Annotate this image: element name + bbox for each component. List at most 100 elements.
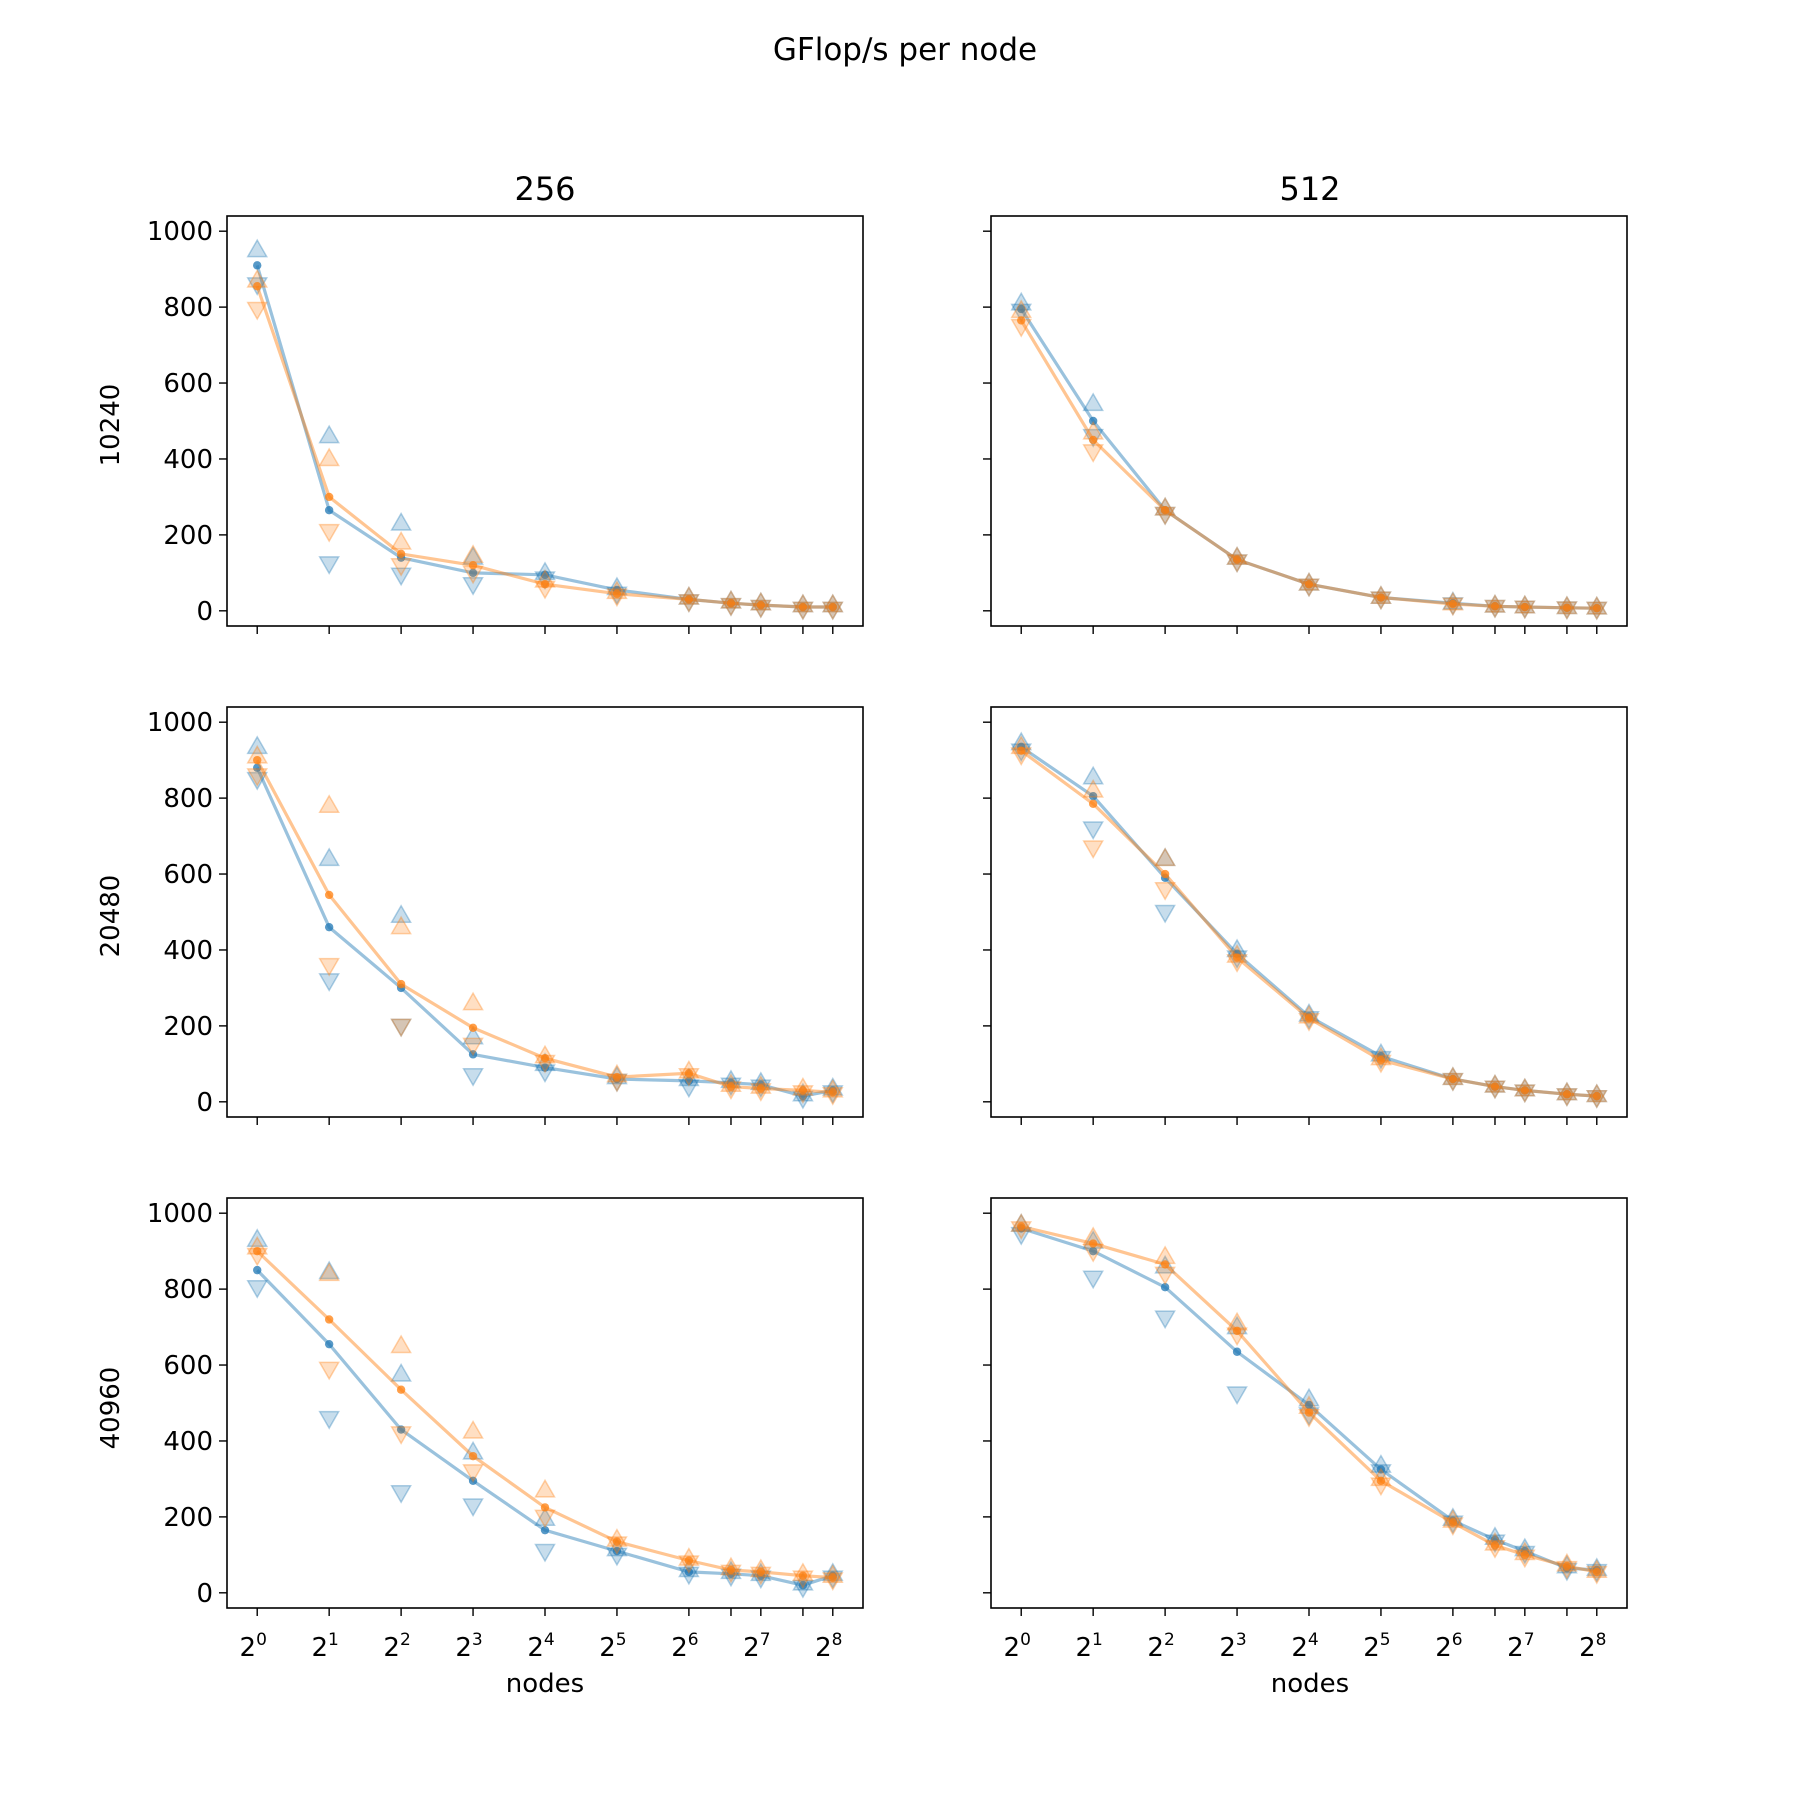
- row-label-40960: 40960: [96, 1367, 126, 1450]
- mean-point: [1160, 1283, 1170, 1292]
- mean-point: [1232, 555, 1242, 564]
- mean-point: [756, 600, 766, 610]
- mean-point: [324, 492, 334, 502]
- mean-point: [324, 1339, 334, 1349]
- min-marker: [246, 301, 269, 321]
- min-marker: [318, 1361, 340, 1381]
- x-tick-label: 28: [815, 1630, 842, 1663]
- mean-point: [1232, 1326, 1242, 1336]
- mean-point: [684, 1556, 694, 1565]
- mean-point: [1520, 1550, 1530, 1560]
- mean-point: [1304, 1014, 1314, 1023]
- mean-point: [1448, 599, 1458, 609]
- max-marker: [318, 424, 340, 444]
- mean-point: [684, 1069, 694, 1078]
- mean-point: [1520, 1086, 1530, 1095]
- mean-point: [1490, 1541, 1500, 1550]
- mean-point: [1520, 602, 1530, 612]
- max-marker: [246, 238, 269, 258]
- max-marker: [390, 904, 412, 924]
- mean-point: [468, 1023, 478, 1032]
- mean-point: [540, 1503, 550, 1512]
- mean-point: [253, 1265, 262, 1275]
- max-marker: [1082, 779, 1104, 798]
- max-marker: [462, 1419, 484, 1439]
- mean-point: [1376, 593, 1386, 602]
- x-tick-label: 26: [671, 1630, 698, 1663]
- min-marker: [1154, 881, 1176, 901]
- series-2: [246, 744, 844, 1106]
- mean-point: [1376, 1055, 1386, 1065]
- mean-point: [468, 1451, 478, 1461]
- series-2: [1010, 299, 1608, 621]
- mean-point: [1160, 1260, 1170, 1269]
- x-tick-label: 24: [1291, 1630, 1318, 1663]
- mean-point: [1088, 799, 1098, 809]
- x-tick-label: 26: [1435, 1630, 1462, 1663]
- max-marker: [390, 530, 412, 550]
- y-tick-label: 200: [163, 1012, 213, 1042]
- mean-point: [684, 595, 694, 604]
- x-tick-label: 27: [1507, 1630, 1534, 1663]
- mean-point: [756, 1084, 766, 1093]
- min-marker: [1082, 840, 1104, 859]
- mean-point: [324, 890, 334, 900]
- mean-point: [468, 561, 478, 570]
- mean-point: [468, 1476, 478, 1486]
- mean-point: [612, 589, 622, 598]
- x-tick-label: 28: [1579, 1630, 1606, 1663]
- mean-point: [1088, 1246, 1098, 1256]
- max-marker: [390, 1334, 412, 1354]
- mean-point: [253, 755, 262, 765]
- min-marker: [318, 523, 340, 543]
- mean-point: [798, 1581, 808, 1590]
- x-tick-label: 27: [743, 1630, 770, 1663]
- mean-point: [540, 570, 550, 579]
- min-marker: [318, 957, 340, 977]
- min-marker: [318, 1410, 340, 1430]
- x-axis-label-right: nodes: [1271, 1669, 1349, 1699]
- min-marker: [462, 1037, 484, 1057]
- mean-point: [1088, 792, 1098, 801]
- max-marker: [318, 447, 340, 467]
- y-tick-label: 0: [196, 597, 213, 627]
- min-marker: [390, 558, 412, 577]
- x-tick-label: 23: [1219, 1630, 1246, 1663]
- max-marker: [1154, 847, 1176, 867]
- y-tick-label: 800: [163, 784, 213, 814]
- x-tick-label: 22: [383, 1630, 410, 1663]
- min-marker: [390, 1484, 412, 1504]
- mean-point: [1304, 1408, 1314, 1417]
- row-label-10240: 10240: [96, 384, 126, 467]
- y-tick-label: 1000: [147, 1199, 213, 1229]
- max-marker: [246, 1228, 269, 1248]
- max-marker: [462, 1025, 484, 1045]
- y-tick-label: 600: [163, 369, 213, 399]
- mean-point: [1592, 1567, 1601, 1577]
- y-tick-label: 200: [163, 521, 213, 551]
- mean-point: [324, 1315, 334, 1324]
- column-title-256: 256: [514, 170, 575, 208]
- min-marker: [462, 1067, 484, 1087]
- series-2: [246, 269, 844, 621]
- y-tick-label: 0: [196, 1088, 213, 1118]
- min-marker: [390, 1018, 412, 1038]
- mean-point: [798, 1086, 808, 1095]
- max-marker: [1082, 392, 1104, 412]
- x-axis-label-left: nodes: [506, 1669, 584, 1699]
- mean-point: [1232, 1347, 1242, 1356]
- min-marker: [246, 771, 269, 791]
- x-tick-label: 22: [1147, 1630, 1174, 1663]
- max-marker: [390, 511, 412, 531]
- mean-point: [396, 979, 406, 989]
- min-marker: [1226, 1386, 1248, 1406]
- max-marker: [246, 735, 269, 755]
- max-marker: [318, 847, 340, 867]
- min-marker: [1082, 444, 1104, 463]
- mean-point: [1017, 316, 1026, 325]
- mean-point: [1490, 602, 1500, 611]
- x-tick-label: 21: [311, 1630, 338, 1663]
- mean-point: [726, 599, 736, 608]
